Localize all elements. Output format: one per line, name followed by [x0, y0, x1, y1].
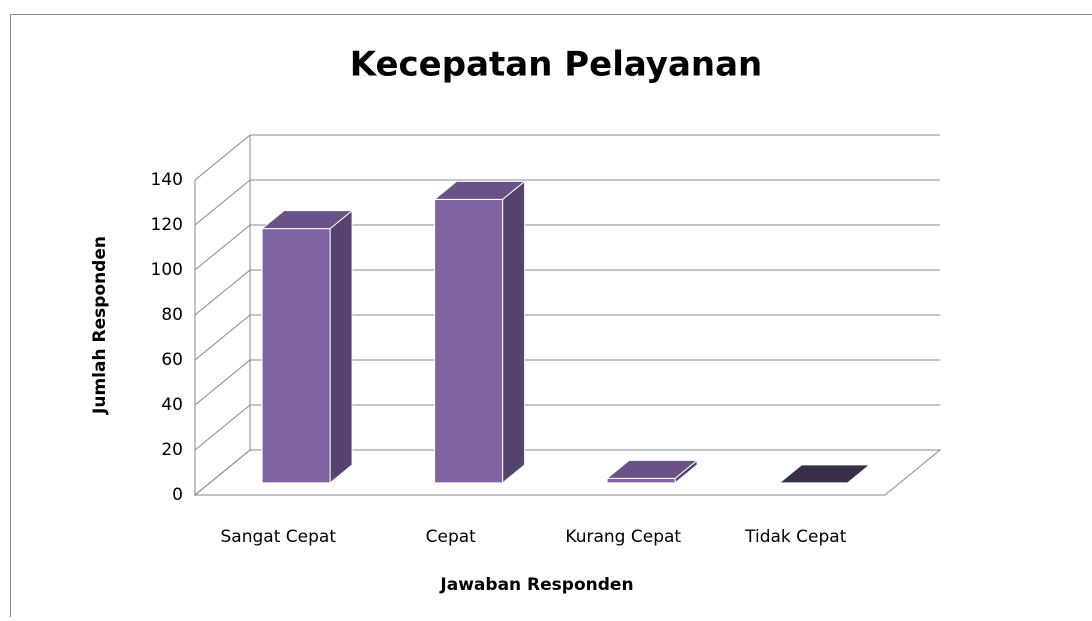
x-tick-label: Kurang Cepat: [565, 527, 681, 547]
y-tick-label: 140: [151, 170, 183, 190]
y-tick-label: 20: [161, 440, 183, 460]
bar: [607, 478, 675, 483]
y-tick-label: 120: [151, 215, 183, 235]
x-tick-label: Sangat Cepat: [221, 527, 337, 547]
y-axis-label: Jumlah Responden: [90, 236, 110, 415]
y-tick-label: 100: [151, 260, 183, 280]
bar-side: [330, 211, 352, 483]
x-tick-label: Tidak Cepat: [744, 527, 847, 547]
bar: [435, 199, 503, 483]
y-tick-label: 60: [161, 350, 183, 370]
chart-title: Kecepatan Pelayanan: [350, 45, 763, 85]
x-tick-label: Cepat: [426, 527, 477, 547]
y-tick-label: 80: [161, 305, 183, 325]
x-axis-label: Jawaban Responden: [439, 575, 633, 595]
y-tick-label: 0: [172, 485, 183, 505]
bar-side: [503, 181, 525, 483]
y-tick-label: 40: [161, 395, 183, 415]
bar: [262, 229, 330, 483]
